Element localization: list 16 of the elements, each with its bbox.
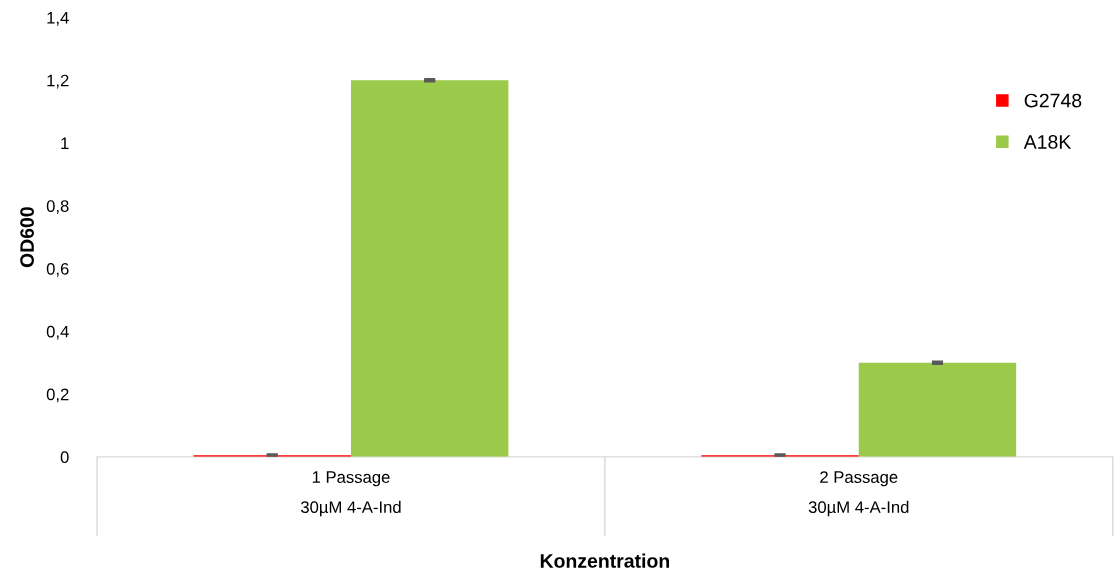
y-tick-label: 1,4 [47,12,69,26]
y-tick-label: 0,4 [46,325,69,340]
legend-label: A18K [1023,135,1072,149]
x-tick-label: 2 Passage 30µM 4-A-Ind [808,471,909,517]
legend-label: G2748 [1024,93,1082,108]
x-axis-title: Konzentration [540,553,670,568]
y-tick-label: 0 [60,451,69,464]
bar [858,362,1017,457]
y-tick-label: 0,6 [46,262,69,277]
x-tick-label: 1 Passage 30µM 4-A-Ind [300,471,401,517]
y-tick-label: 1 [61,137,69,150]
bar [350,80,509,457]
y-axis-title: OD600 [20,207,34,268]
y-tick-label: 1,2 [47,74,69,89]
y-tick-label: 0,2 [46,388,69,403]
y-tick-label: 0,8 [46,200,69,214]
